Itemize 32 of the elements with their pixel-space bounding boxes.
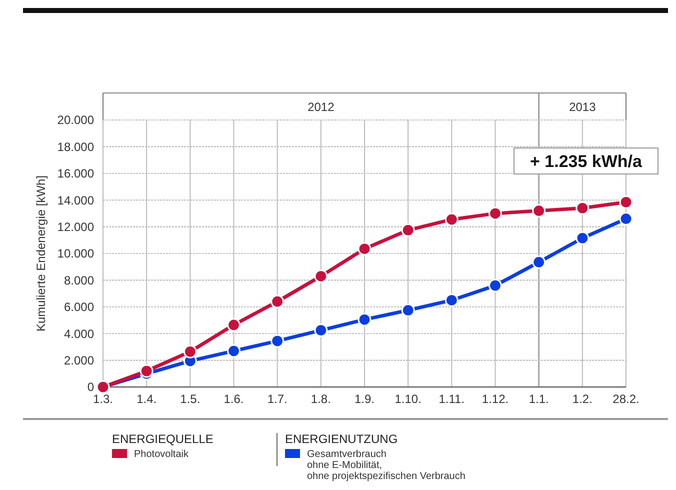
text: 2013	[569, 100, 596, 114]
y-tick-label: 18.000	[57, 140, 94, 154]
x-tick-label: 1.3.	[92, 392, 114, 406]
y-tick-label: 2.000	[64, 354, 94, 368]
x-tick-label: 1.4.	[136, 392, 157, 406]
y-tick-label: 4.000	[64, 326, 94, 341]
text: 2012	[308, 100, 335, 114]
legend-label: Photovoltaik	[134, 449, 190, 460]
x-tick-label: 1.12.	[482, 392, 509, 406]
x-tick-label: 1.8.	[310, 392, 331, 406]
text: ENERGIENUTZUNG	[285, 432, 398, 446]
y-axis-title: Kumulierte Endenergie [kWh]	[34, 175, 48, 332]
x-tick-label: 1.10.	[394, 392, 422, 406]
y-tick-label: 8.000	[64, 273, 94, 288]
y-tick-label: 0	[87, 380, 94, 394]
x-tick-label: 28.2.	[612, 392, 640, 406]
x-tick-label: 1.7.	[267, 392, 288, 406]
x-tick-label: 1.5.	[180, 392, 200, 406]
y-tick-label: 12.000	[57, 220, 94, 234]
x-tick-label: 1.1.	[528, 392, 549, 406]
x-tick-label: 1.2.	[572, 392, 592, 406]
y-tick-label: 6.000	[64, 300, 94, 314]
y-tick-label: 16.000	[57, 166, 94, 181]
x-tick-label: 1.9.	[354, 392, 375, 406]
x-tick-label: 1.6.	[224, 392, 244, 406]
text: ENERGIEQUELLE	[112, 432, 214, 446]
y-tick-label: 10.000	[57, 246, 94, 261]
annotation: + 1.235 kWh/a	[530, 152, 643, 171]
y-tick-label: 14.000	[57, 193, 94, 208]
x-tick-label: 1.11.	[438, 392, 465, 406]
legend-label: Gesamtverbrauch ohne E-Mobilität, ohne projektspezifischen Verbrauch	[307, 449, 466, 482]
y-tick-label: 20.000	[57, 113, 94, 128]
